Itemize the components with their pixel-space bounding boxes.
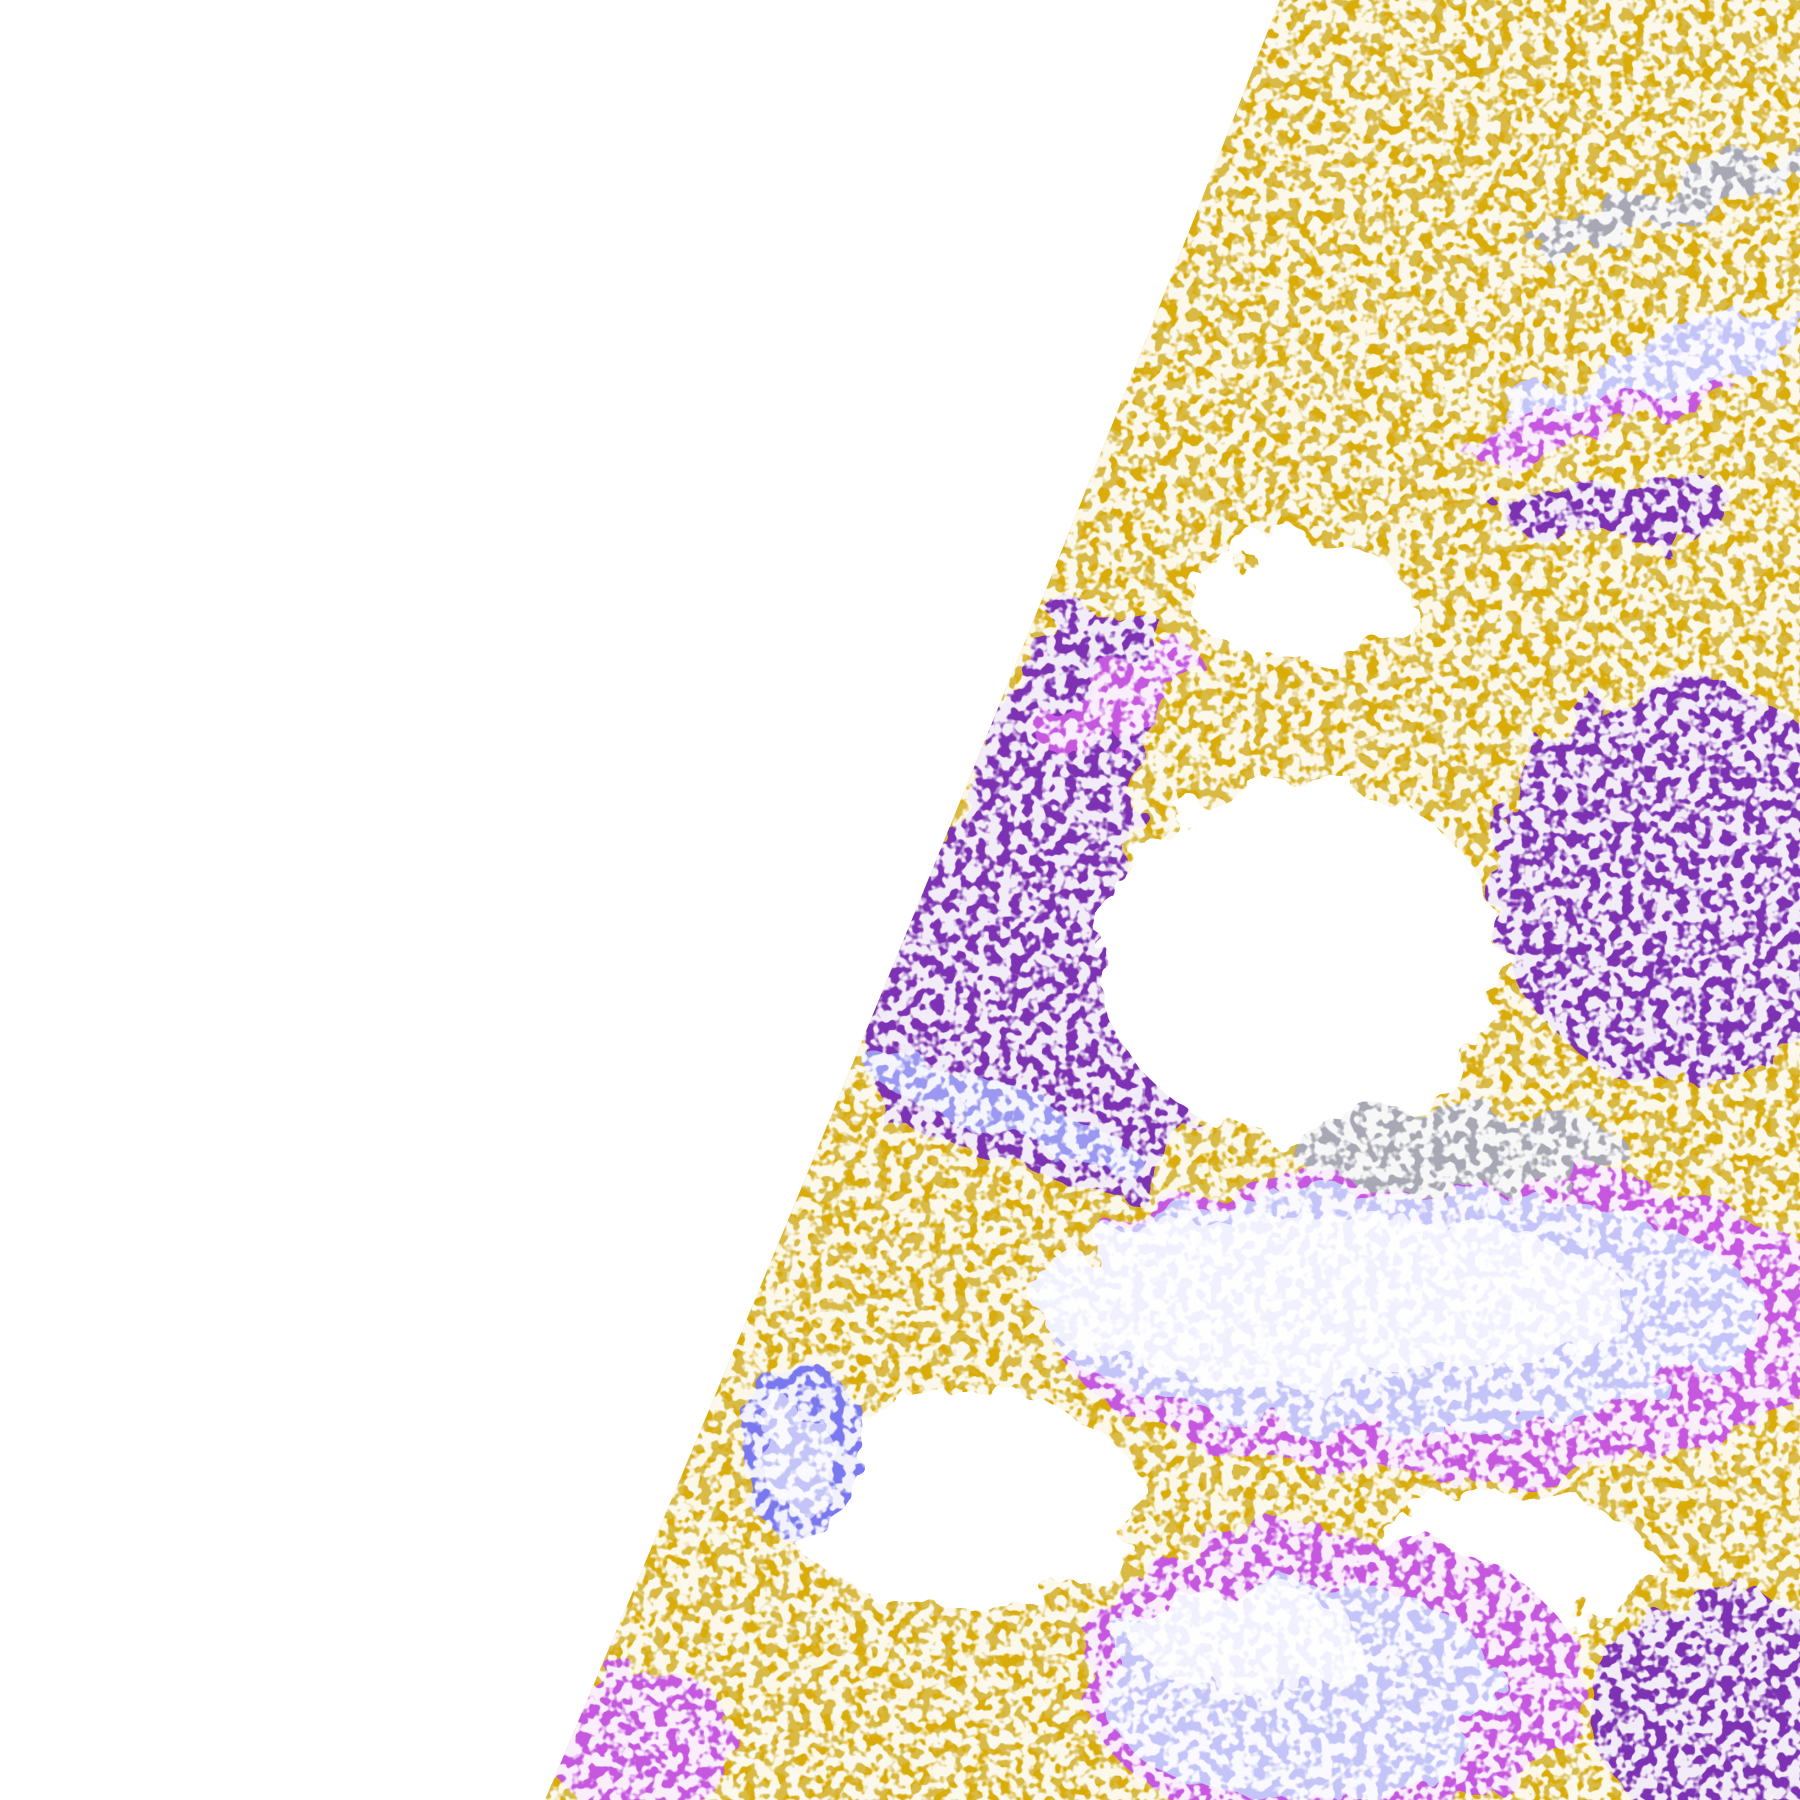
clear-sky-speckle <box>545 0 1800 1800</box>
satellite-image <box>545 0 1800 1800</box>
earth-disc <box>545 0 1800 1800</box>
